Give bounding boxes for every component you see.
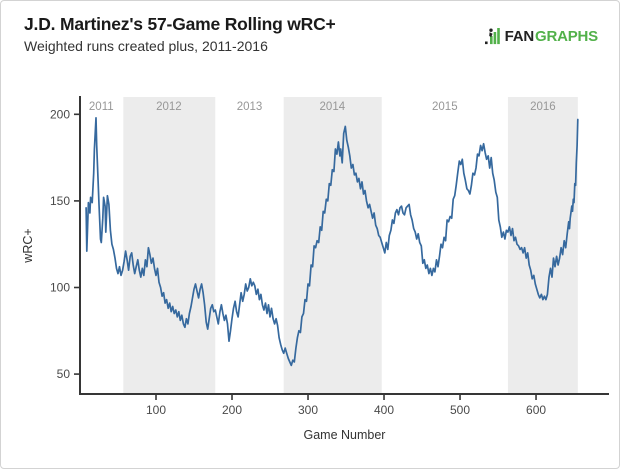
x-tick-label-500: 500: [450, 403, 470, 417]
y-tick-label-50: 50: [57, 367, 71, 381]
year-label-2014: 2014: [320, 101, 346, 113]
year-band-2014: [283, 97, 382, 394]
y-axis-title: wRC+: [21, 228, 35, 263]
page-title: J.D. Martinez's 57-Game Rolling wRC+: [24, 14, 336, 34]
year-band-2012: [123, 97, 216, 394]
x-tick-label-400: 400: [374, 403, 394, 417]
x-tick-label-100: 100: [146, 403, 166, 417]
x-tick-label-300: 300: [298, 403, 318, 417]
year-label-2011: 2011: [89, 101, 114, 113]
wrc-rolling-line: [85, 116, 579, 367]
x-tick-label-600: 600: [526, 403, 546, 417]
year-label-2012: 2012: [156, 101, 182, 113]
y-tick-label-150: 150: [50, 194, 70, 208]
year-label-2015: 2015: [432, 101, 458, 113]
y-tick-label-200: 200: [50, 107, 70, 121]
year-label-2016: 2016: [530, 101, 556, 113]
logo-text-fan: FAN: [504, 27, 535, 45]
fangraphs-logo: FAN GRAPHS: [484, 27, 598, 45]
page-subtitle: Weighted runs created plus, 2011-2016: [24, 38, 268, 54]
logo-text-graphs: GRAPHS: [535, 27, 598, 45]
x-tick-label-200: 200: [222, 403, 242, 417]
y-tick-label-100: 100: [50, 280, 70, 294]
x-axis-title: Game Number: [304, 428, 386, 442]
year-label-2013: 2013: [237, 101, 263, 113]
fangraphs-bars-icon: [484, 28, 500, 45]
